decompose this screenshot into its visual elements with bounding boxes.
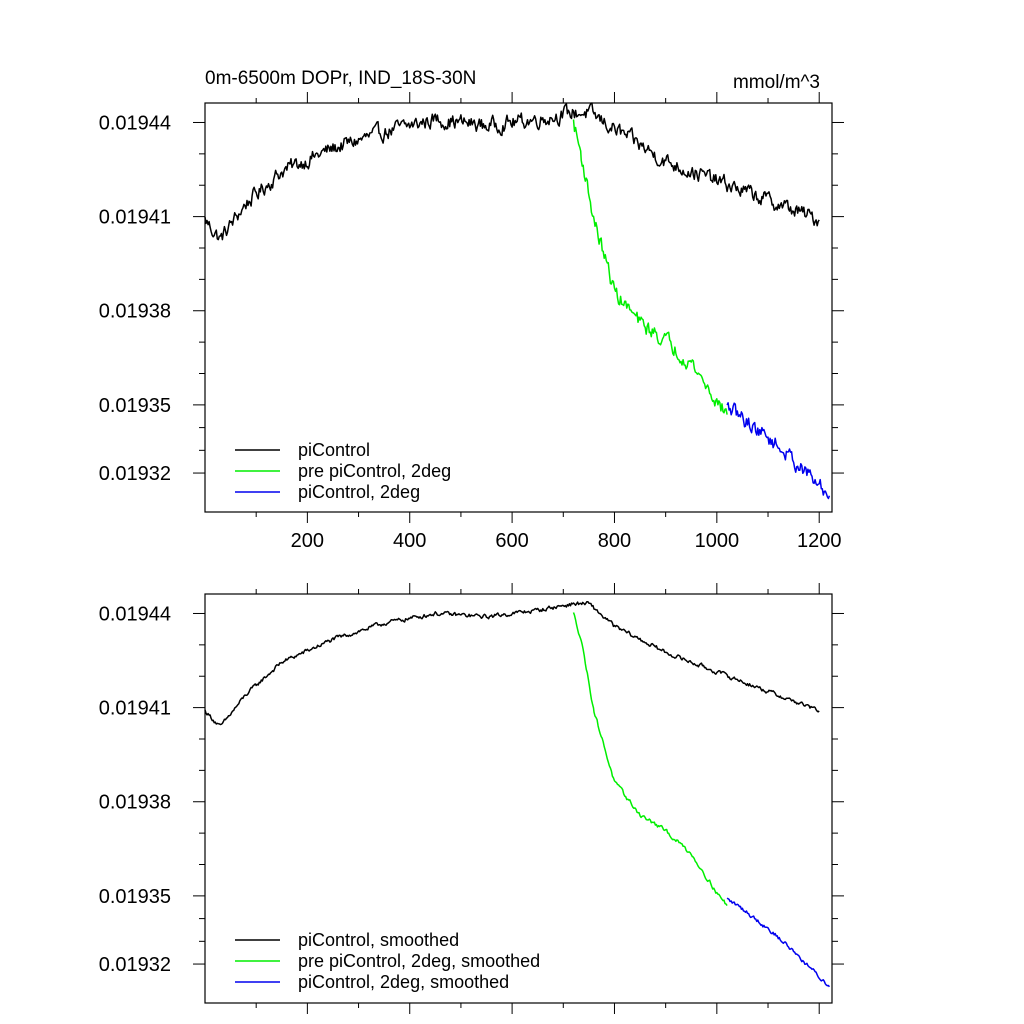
series-line-pre-picontrol-2deg-smoothed (572, 612, 728, 907)
x-tick-label: 400 (393, 530, 426, 552)
series-line-picontrol-2deg-smoothed (726, 897, 830, 988)
chart-panel-top: 0m-6500m DOPr, IND_18S-30N mmol/m^3 0.01… (99, 68, 844, 552)
x-tick-label: 200 (291, 530, 324, 552)
x-axis-tick-labels: 200 400 600 800 1000 1200 (291, 530, 842, 552)
x-tick-label: 600 (495, 530, 528, 552)
y-tick-label: 0.01932 (99, 463, 171, 485)
series-line-picontrol-smoothed (204, 600, 820, 726)
axis-ticks (193, 583, 844, 1014)
legend-label-piControl-2deg: piControl, 2deg (298, 482, 420, 502)
y-tick-label: 0.01944 (99, 112, 171, 134)
legend-label-piControl: piControl (298, 440, 370, 460)
legend-label-pre-piControl-2deg-smoothed: pre piControl, 2deg, smoothed (298, 951, 540, 971)
y-axis-tick-labels: 0.01932 0.01935 0.01938 0.01941 0.01944 (99, 112, 171, 485)
series-line-picontrol-2deg (726, 402, 831, 500)
legend: piControl pre piControl, 2deg piControl,… (235, 440, 451, 502)
plot-frame (204, 593, 833, 1004)
x-tick-label: 1200 (797, 530, 842, 552)
units-label: mmol/m^3 (733, 72, 820, 93)
series-line-pre-picontrol-2deg (572, 119, 728, 415)
y-tick-label: 0.01941 (99, 698, 171, 720)
y-tick-label: 0.01935 (99, 886, 171, 908)
plot-frame (204, 102, 833, 513)
y-tick-label: 0.01938 (99, 792, 171, 814)
y-tick-label: 0.01938 (99, 301, 171, 323)
series-lines (204, 600, 830, 988)
legend-label-piControl-2deg-smoothed: piControl, 2deg, smoothed (298, 972, 509, 992)
x-tick-label: 1000 (695, 530, 740, 552)
y-tick-label: 0.01935 (99, 395, 171, 417)
legend: piControl, smoothed pre piControl, 2deg,… (235, 930, 540, 992)
series-line-picontrol (204, 102, 820, 241)
chart-panel-bottom: 0.01932 0.01935 0.01938 0.01941 0.01944 piCo… (99, 583, 844, 1014)
y-tick-label: 0.01941 (99, 207, 171, 229)
x-tick-label: 800 (598, 530, 631, 552)
legend-label-piControl-smoothed: piControl, smoothed (298, 930, 459, 950)
y-tick-label: 0.01932 (99, 954, 171, 976)
chart-title: 0m-6500m DOPr, IND_18S-30N (205, 68, 476, 89)
series-lines (204, 102, 831, 500)
axis-ticks (193, 92, 844, 523)
legend-label-pre-piControl-2deg: pre piControl, 2deg (298, 461, 451, 481)
y-tick-label: 0.01944 (99, 603, 171, 625)
y-axis-tick-labels: 0.01932 0.01935 0.01938 0.01941 0.01944 (99, 603, 171, 976)
